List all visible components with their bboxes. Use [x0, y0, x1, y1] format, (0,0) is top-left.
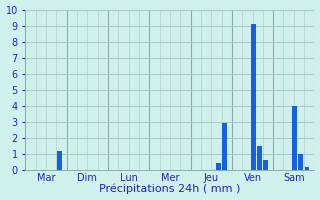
Bar	[305, 167, 309, 170]
Bar	[257, 146, 262, 170]
Bar	[298, 154, 303, 170]
Bar	[216, 163, 221, 170]
Bar	[57, 151, 62, 170]
Bar	[251, 24, 256, 170]
Bar	[292, 106, 297, 170]
Bar	[222, 123, 227, 170]
Bar	[263, 160, 268, 170]
X-axis label: Précipitations 24h ( mm ): Précipitations 24h ( mm )	[99, 184, 241, 194]
